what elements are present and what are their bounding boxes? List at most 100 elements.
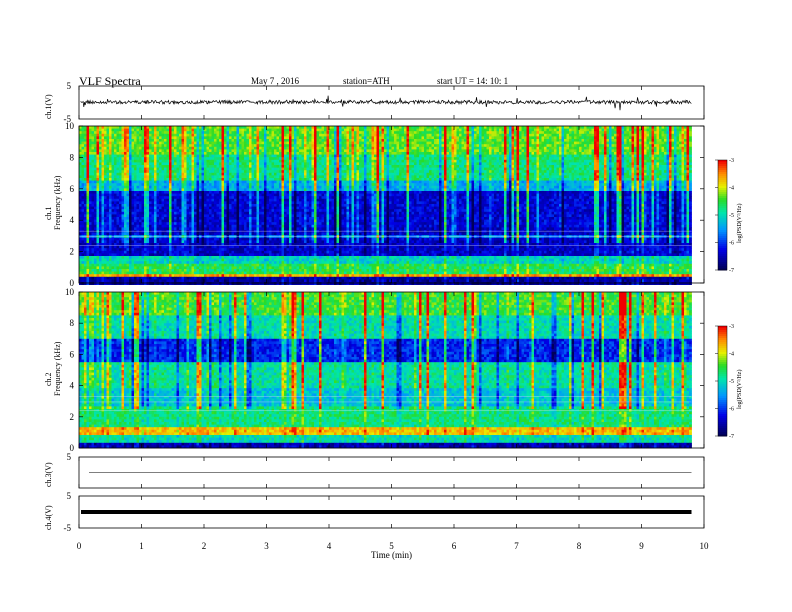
spec-cell xyxy=(644,152,647,155)
spec-cell xyxy=(279,152,282,155)
spec-cell xyxy=(172,155,175,158)
spec-cell xyxy=(92,136,95,139)
spec-cell xyxy=(562,160,565,163)
spec-cell xyxy=(682,160,685,163)
spec-cell xyxy=(549,144,552,147)
spec-cell xyxy=(672,160,675,163)
spec-cell xyxy=(372,157,375,160)
spec-cell xyxy=(149,134,152,137)
spec-cell xyxy=(307,173,310,176)
spec-cell xyxy=(369,149,372,152)
spec-cell xyxy=(479,175,482,178)
spec-cell xyxy=(117,131,120,134)
spec-cell xyxy=(649,155,652,158)
spec-cell xyxy=(277,149,280,152)
spec-cell xyxy=(304,134,307,137)
spec-cell xyxy=(239,178,242,181)
spec-cell xyxy=(587,170,590,173)
spec-cell xyxy=(502,173,505,176)
spec-cell xyxy=(464,129,467,132)
spec-cell xyxy=(672,131,675,134)
spec-cell xyxy=(449,147,452,150)
spec-cell xyxy=(534,131,537,134)
spec-cell xyxy=(447,129,450,132)
spec-cell xyxy=(192,162,195,165)
spec-cell xyxy=(282,139,285,142)
spec-cell xyxy=(129,142,132,145)
spec-cell xyxy=(669,173,672,176)
spec-cell xyxy=(502,147,505,150)
spec-cell xyxy=(104,144,107,147)
spec-cell xyxy=(624,157,627,160)
spec-cell xyxy=(644,157,647,160)
spec-cell xyxy=(82,149,85,152)
spec-cell xyxy=(424,168,427,171)
spec-cell xyxy=(382,139,385,142)
spec-cell xyxy=(432,162,435,165)
spec-cell xyxy=(559,139,562,142)
spec-cell xyxy=(369,155,372,158)
spec-cell xyxy=(624,160,627,163)
spec-cell xyxy=(167,175,170,178)
spec-cell xyxy=(457,152,460,155)
spec-cell xyxy=(374,144,377,147)
spec-cell xyxy=(599,152,602,155)
spec-cell xyxy=(544,129,547,132)
spec-cell xyxy=(147,168,150,171)
spec-cell xyxy=(352,168,355,171)
spec-cell xyxy=(79,149,82,152)
spec-cell xyxy=(337,160,340,163)
spec-cell xyxy=(632,129,635,132)
spec-cell xyxy=(312,131,315,134)
spec-cell xyxy=(444,149,447,152)
spec-cell xyxy=(177,168,180,171)
spec-cell xyxy=(574,142,577,145)
spec-cell xyxy=(232,147,235,150)
spec-cell xyxy=(347,165,350,168)
spec-cell xyxy=(477,160,480,163)
spec-cell xyxy=(427,149,430,152)
spec-cell xyxy=(79,147,82,150)
spec-cell xyxy=(209,168,212,171)
spec-cell xyxy=(347,134,350,137)
spec-cell xyxy=(117,136,120,139)
spec-cell xyxy=(367,129,370,132)
spec-cell xyxy=(97,129,100,132)
spec-cell xyxy=(687,160,690,163)
spec-cell xyxy=(307,157,310,160)
spec-cell xyxy=(104,160,107,163)
spec-cell xyxy=(129,144,132,147)
spec-cell xyxy=(627,162,630,165)
spec-cell xyxy=(424,175,427,178)
spec-cell xyxy=(359,155,362,158)
spec-cell xyxy=(284,168,287,171)
spec-cell xyxy=(249,142,252,145)
spec-cell xyxy=(424,149,427,152)
spec-cell xyxy=(462,131,465,134)
spec-cell xyxy=(402,126,405,129)
spec-cell xyxy=(242,157,245,160)
spec-cell xyxy=(232,173,235,176)
spec-cell xyxy=(412,129,415,132)
spec-cell xyxy=(634,170,637,173)
spec-cell xyxy=(402,129,405,132)
spec-cell xyxy=(139,160,142,163)
spec-cell xyxy=(149,173,152,176)
spec-cell xyxy=(189,144,192,147)
spec-cell xyxy=(509,129,512,132)
spec-cell xyxy=(172,144,175,147)
spec-cell xyxy=(492,131,495,134)
spec-cell xyxy=(344,139,347,142)
spec-cell xyxy=(137,139,140,142)
spec-cell xyxy=(632,168,635,171)
spec-cell xyxy=(297,136,300,139)
spec-cell xyxy=(107,157,110,160)
spec-cell xyxy=(539,157,542,160)
spec-cell xyxy=(404,155,407,158)
spec-cell xyxy=(684,142,687,145)
spec-cell xyxy=(387,160,390,163)
spec-cell xyxy=(274,149,277,152)
spec-cell xyxy=(539,155,542,158)
spec-cell xyxy=(502,175,505,178)
spec-cell xyxy=(289,165,292,168)
